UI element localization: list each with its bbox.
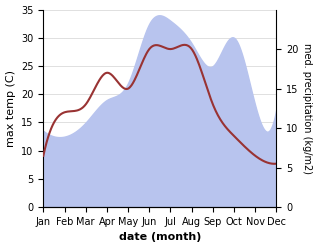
Y-axis label: med. precipitation (kg/m2): med. precipitation (kg/m2) (302, 43, 313, 174)
X-axis label: date (month): date (month) (119, 232, 201, 243)
Y-axis label: max temp (C): max temp (C) (5, 70, 16, 147)
